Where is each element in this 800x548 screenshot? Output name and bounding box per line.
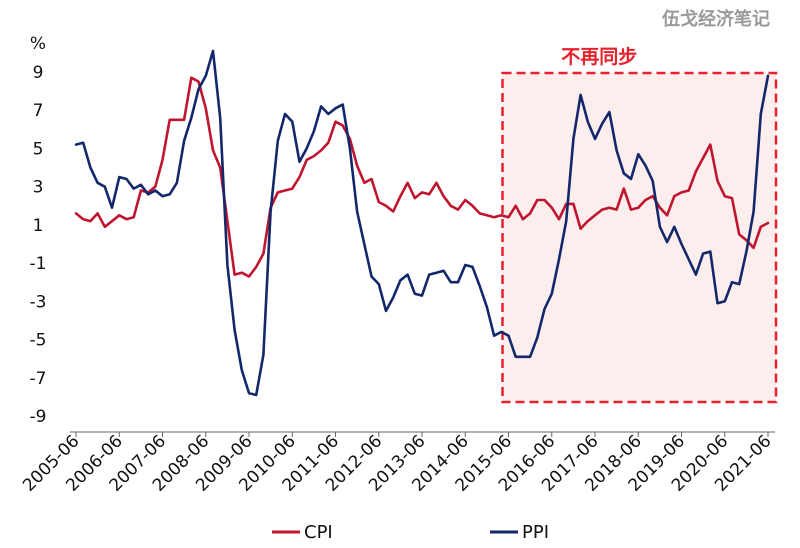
legend-label-ppi: PPI: [522, 522, 549, 543]
y-tick-label: -1: [30, 254, 47, 274]
y-tick-label: 5: [33, 139, 44, 159]
plot-area: [74, 49, 770, 397]
y-tick-label: 1: [33, 216, 44, 236]
y-tick-label: 9: [33, 63, 44, 83]
y-tick-label: -9: [30, 407, 47, 427]
y-tick-label: 3: [33, 178, 44, 198]
x-axis: 2005-062006-062007-062008-062009-062010-…: [19, 431, 775, 495]
y-axis: 9 7 5 3 1 -1 -3 -5 -7 -9: [30, 63, 47, 427]
legend-label-cpi: CPI: [304, 522, 333, 543]
y-tick-label: -7: [30, 369, 47, 389]
y-tick-label: -5: [30, 331, 47, 351]
series-line-ppi: [74, 49, 770, 397]
series-line-cpi: [74, 76, 770, 278]
legend: CPI PPI: [272, 522, 549, 543]
y-tick-label: -3: [30, 292, 47, 312]
annotation-box: [501, 71, 778, 404]
annotation-label: 不再同步: [561, 46, 637, 68]
y-tick-label: 7: [33, 101, 44, 121]
y-axis-unit: %: [30, 34, 46, 54]
watermark: 伍戈经济笔记: [661, 8, 770, 30]
